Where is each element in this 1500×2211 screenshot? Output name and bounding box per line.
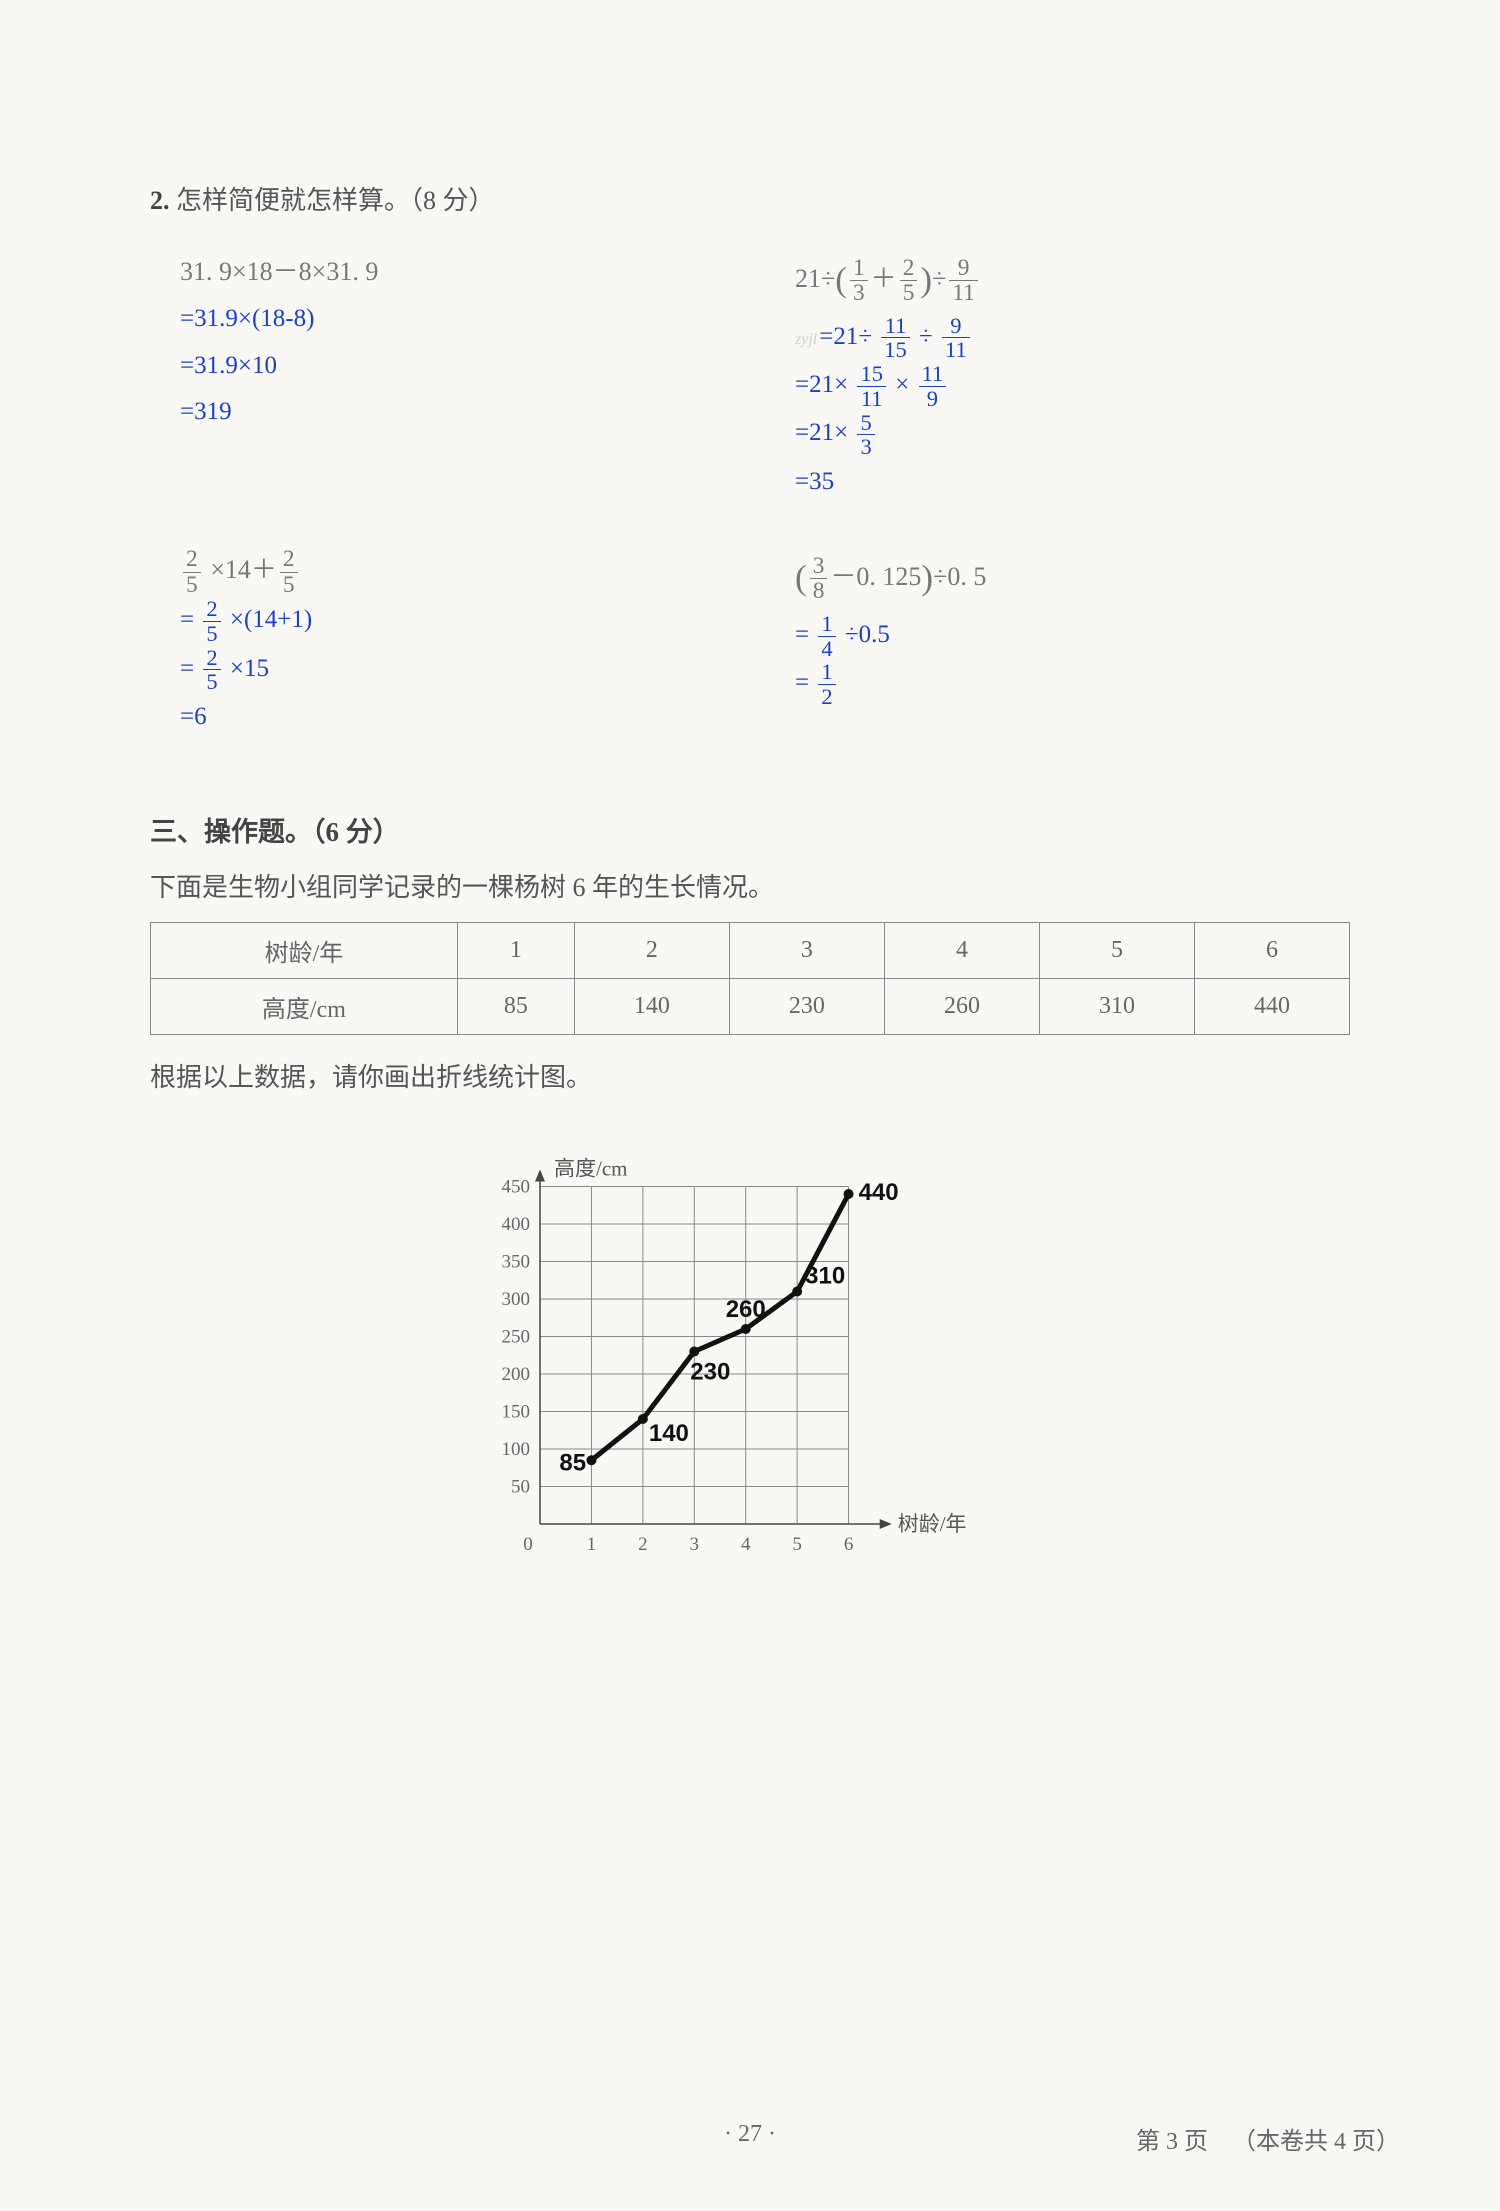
svg-text:260: 260 xyxy=(726,1296,766,1323)
table-cell: 230 xyxy=(729,979,884,1035)
svg-text:5: 5 xyxy=(792,1534,802,1555)
q2-title: 怎样简便就怎样算。（8 分） xyxy=(176,186,495,215)
worksheet-page: 2. 怎样简便就怎样算。（8 分） 31. 9×18－8×31. 9 =31.9… xyxy=(0,0,1500,1664)
svg-text:3: 3 xyxy=(690,1534,700,1555)
q2-problem-c: 25 ×14＋25 = 25 ×(14+1)= 25 ×15=6 xyxy=(180,545,735,740)
table-row: 高度/cm85140230260310440 xyxy=(151,979,1350,1035)
q2b-solution: zyjl=21÷ 1115 ÷ 911=21× 1511 × 119=21× 5… xyxy=(795,314,1350,505)
growth-table: 树龄/年123456 高度/cm85140230260310440 xyxy=(150,922,1350,1035)
chart-svg: 1 2 3 4 5 6 50 100 150 200 250 300 350 400 450 0 高度/cm 树龄… xyxy=(470,1124,1030,1584)
table-cell: 310 xyxy=(1039,979,1194,1035)
svg-text:150: 150 xyxy=(502,1402,531,1423)
svg-text:100: 100 xyxy=(502,1439,531,1460)
svg-text:4: 4 xyxy=(741,1534,751,1555)
q2-heading: 2. 怎样简便就怎样算。（8 分） xyxy=(150,180,1350,217)
table-cell: 高度/cm xyxy=(151,979,458,1035)
q2a-step: =31.9×10 xyxy=(180,343,735,389)
section3-desc: 下面是生物小组同学记录的一棵杨树 6 年的生长情况。 xyxy=(150,867,1350,904)
svg-text:440: 440 xyxy=(859,1179,899,1206)
table-cell: 85 xyxy=(457,979,574,1035)
svg-text:230: 230 xyxy=(690,1359,730,1386)
line-chart-container: 1 2 3 4 5 6 50 100 150 200 250 300 350 400 450 0 高度/cm 树龄… xyxy=(150,1124,1350,1584)
line-chart: 1 2 3 4 5 6 50 100 150 200 250 300 350 400 450 0 高度/cm 树龄… xyxy=(470,1124,1030,1584)
q2d-solution: = 14 ÷0.5= 12 xyxy=(795,612,1350,709)
q2b-expression: 21÷(13＋25)÷911 xyxy=(795,247,1350,314)
svg-text:2: 2 xyxy=(638,1534,648,1555)
svg-text:200: 200 xyxy=(502,1364,531,1385)
q2c-solution: = 25 ×(14+1)= 25 ×15=6 xyxy=(180,597,735,740)
svg-text:400: 400 xyxy=(502,1214,531,1235)
page-number-center: · 27 · xyxy=(724,2121,776,2148)
table-cell: 树龄/年 xyxy=(151,923,458,979)
table-cell: 260 xyxy=(884,979,1039,1035)
page-number-right: 第 3 页 （本卷共 4 页） xyxy=(1136,2121,1400,2156)
section3-title: 三、操作题。（6 分） xyxy=(150,810,1350,849)
chart-instruction: 根据以上数据，请你画出折线统计图。 xyxy=(150,1057,1350,1094)
table-cell: 3 xyxy=(729,923,884,979)
q2a-solution: =31.9×(18-8) =31.9×10 =319 xyxy=(180,296,735,435)
q2-problem-b: 21÷(13＋25)÷911 zyjl=21÷ 1115 ÷ 911=21× 1… xyxy=(795,247,1350,505)
table-row: 树龄/年123456 xyxy=(151,923,1350,979)
svg-text:140: 140 xyxy=(649,1420,689,1447)
svg-text:高度/cm: 高度/cm xyxy=(554,1157,628,1181)
q2c-expression: 25 ×14＋25 xyxy=(180,545,735,597)
svg-text:250: 250 xyxy=(502,1327,531,1348)
svg-text:1: 1 xyxy=(587,1534,597,1555)
table-cell: 4 xyxy=(884,923,1039,979)
q2a-step: =319 xyxy=(180,389,735,435)
q2d-expression: (38－0. 125)÷0. 5 xyxy=(795,545,1350,612)
q2a-expression: 31. 9×18－8×31. 9 xyxy=(180,247,735,296)
q2a-step: =31.9×(18-8) xyxy=(180,296,735,342)
q2-problem-a: 31. 9×18－8×31. 9 =31.9×(18-8) =31.9×10 =… xyxy=(180,247,735,505)
q2-grid: 31. 9×18－8×31. 9 =31.9×(18-8) =31.9×10 =… xyxy=(150,247,1350,740)
svg-text:350: 350 xyxy=(502,1252,531,1273)
svg-text:0: 0 xyxy=(523,1534,533,1555)
svg-text:85: 85 xyxy=(559,1449,586,1476)
svg-text:6: 6 xyxy=(844,1534,854,1555)
table-cell: 2 xyxy=(574,923,729,979)
svg-text:50: 50 xyxy=(511,1477,530,1498)
q2-number: 2. xyxy=(150,186,170,215)
table-cell: 1 xyxy=(457,923,574,979)
svg-text:310: 310 xyxy=(805,1263,845,1290)
table-cell: 440 xyxy=(1194,979,1349,1035)
q2-problem-d: (38－0. 125)÷0. 5 = 14 ÷0.5= 12 xyxy=(795,545,1350,740)
table-cell: 6 xyxy=(1194,923,1349,979)
svg-text:树龄/年: 树龄/年 xyxy=(898,1512,967,1536)
table-cell: 5 xyxy=(1039,923,1194,979)
table-cell: 140 xyxy=(574,979,729,1035)
svg-text:450: 450 xyxy=(502,1177,531,1198)
svg-text:300: 300 xyxy=(502,1289,531,1310)
